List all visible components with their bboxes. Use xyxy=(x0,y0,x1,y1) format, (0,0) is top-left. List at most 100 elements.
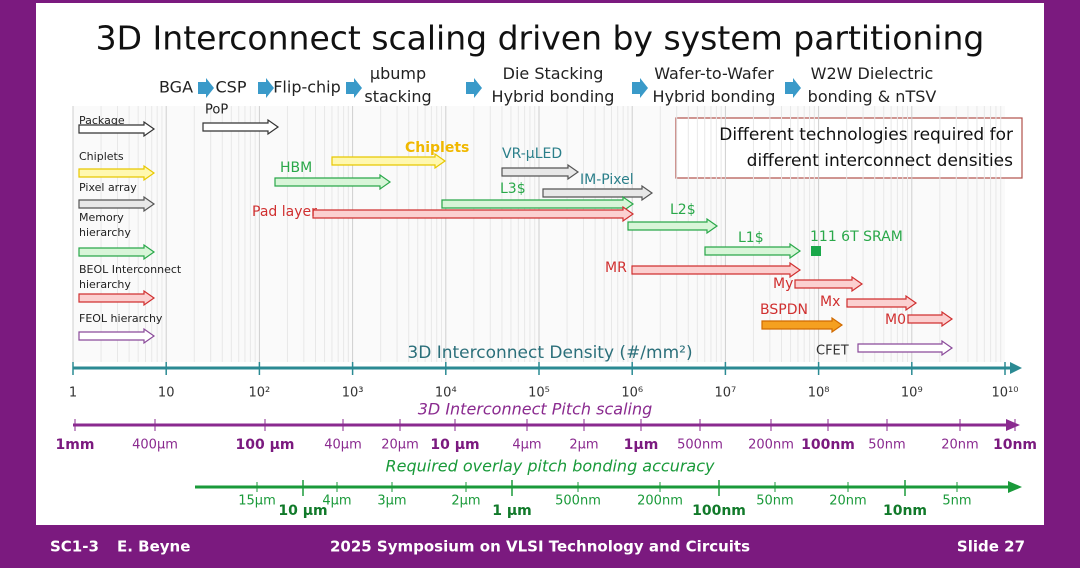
pitch-tick-label: 20µm xyxy=(381,438,418,453)
legend-arrow xyxy=(78,164,156,182)
footer-author: E. Beyne xyxy=(117,538,190,556)
pitch-tick-label: 20nm xyxy=(941,438,978,453)
range-arrow xyxy=(704,242,802,260)
arrow-label: VR-µLED xyxy=(502,146,562,162)
range-arrow xyxy=(202,118,280,136)
legend-arrow xyxy=(78,289,156,307)
arrow-label: Chiplets xyxy=(405,140,469,156)
legend-label: Chiplets xyxy=(79,150,124,163)
pitch-tick-label: 200nm xyxy=(748,438,794,453)
range-arrow xyxy=(274,173,392,191)
range-arrow xyxy=(331,152,447,170)
overlay-tick-label: 2µm xyxy=(451,494,480,509)
process-arrow xyxy=(632,78,648,98)
pitch-tick-label: 1mm xyxy=(56,437,95,453)
pitch-tick-label: 400µm xyxy=(132,438,178,453)
range-arrow xyxy=(312,205,635,223)
density-tick-label: 1 xyxy=(69,386,77,401)
process-step: Wafer-to-Wafer Hybrid bonding xyxy=(653,64,776,106)
density-axis-title: 3D Interconnect Density (#/mm²) xyxy=(407,343,692,363)
grid xyxy=(72,106,1002,362)
slide-title: 3D Interconnect scaling driven by system… xyxy=(96,19,985,58)
arrow-label: L3$ xyxy=(500,181,526,197)
overlay-tick-label: 5nm xyxy=(942,494,971,509)
range-arrow xyxy=(627,217,719,235)
overlay-tick-label: 10 µm xyxy=(278,503,327,519)
process-step: W2W Dielectric bonding & nTSV xyxy=(808,64,937,106)
legend-arrow xyxy=(78,195,156,213)
range-arrow xyxy=(857,339,954,357)
footer-session: SC1-3 xyxy=(50,538,99,556)
density-tick-label: 10⁷ xyxy=(715,386,737,401)
arrow-label: M0 xyxy=(885,312,906,328)
pitch-tick-label: 4µm xyxy=(512,438,541,453)
overlay-tick-label: 200nm xyxy=(637,494,683,509)
range-arrow xyxy=(907,310,954,328)
legend-label: Pixel array xyxy=(79,181,137,194)
arrow-label: Pad layer xyxy=(252,204,317,220)
overlay-tick-label: 20nm xyxy=(829,494,866,509)
legend-arrow xyxy=(78,120,156,138)
process-step: Die Stacking Hybrid bonding xyxy=(492,64,615,106)
footer-event: 2025 Symposium on VLSI Technology and Ci… xyxy=(330,538,750,556)
pitch-tick-label: 10nm xyxy=(993,437,1037,453)
range-arrow xyxy=(501,163,580,181)
legend-label: BEOL Interconnect hierarchy xyxy=(79,263,182,291)
overlay-tick-label: 4µm xyxy=(322,494,351,509)
pitch-tick-label: 100nm xyxy=(801,437,855,453)
pitch-tick-label: 40µm xyxy=(324,438,361,453)
density-tick-label: 10⁶ xyxy=(621,386,643,401)
pitch-tick-label: 50nm xyxy=(868,438,905,453)
process-arrow xyxy=(785,78,801,98)
arrow-label: L1$ xyxy=(738,230,764,246)
range-arrow xyxy=(761,316,844,334)
density-tick-label: 10¹⁰ xyxy=(992,386,1019,401)
density-tick-label: 10 xyxy=(158,386,175,401)
arrow-label: MR xyxy=(605,260,627,276)
pitch-tick-label: 500nm xyxy=(677,438,723,453)
arrow-label: My xyxy=(773,276,793,292)
range-arrow xyxy=(846,294,918,312)
arrow-label: HBM xyxy=(280,160,312,176)
legend-arrow xyxy=(78,327,156,345)
legend-label: FEOL hierarchy xyxy=(79,312,163,325)
range-arrow xyxy=(631,261,802,279)
pitch-tick-label: 100 µm xyxy=(236,437,295,453)
arrow-label: BSPDN xyxy=(760,302,808,318)
sram-marker xyxy=(811,246,821,256)
axis-arrowhead xyxy=(1006,419,1020,431)
arrow-label: IM-Pixel xyxy=(580,172,634,188)
process-step: Flip-chip xyxy=(273,78,341,97)
pitch-tick-label: 2µm xyxy=(569,438,598,453)
density-tick-label: 10² xyxy=(249,386,271,401)
density-tick-label: 10⁵ xyxy=(528,386,550,401)
range-arrow xyxy=(441,195,635,213)
arrow-label: 111 6T SRAM xyxy=(810,229,903,245)
pitch-tick-label: 10 µm xyxy=(430,437,479,453)
overlay-tick-label: 100nm xyxy=(692,503,746,519)
overlay-tick-label: 3µm xyxy=(377,494,406,509)
note-line: different interconnect densities xyxy=(747,151,1013,171)
note-box xyxy=(675,117,1023,179)
process-arrow xyxy=(466,78,482,98)
range-arrow xyxy=(542,184,654,202)
arrow-label: CFET xyxy=(816,344,849,359)
pitch-tick-label: 1µm xyxy=(624,437,659,453)
overlay-tick-label: 10nm xyxy=(883,503,927,519)
pitch-axis-title: 3D Interconnect Pitch scaling xyxy=(418,400,653,419)
footer-slide: Slide 27 xyxy=(957,538,1025,556)
density-tick-label: 10⁸ xyxy=(808,386,830,401)
axis-arrowhead xyxy=(1010,362,1022,374)
note-line: Different technologies required for xyxy=(719,125,1013,145)
overlay-tick-label: 50nm xyxy=(756,494,793,509)
legend-arrow xyxy=(78,243,156,261)
process-arrow xyxy=(198,78,214,98)
range-arrow xyxy=(794,275,864,293)
overlay-tick-label: 1 µm xyxy=(492,503,532,519)
legend-label: Package xyxy=(79,114,125,127)
axis-arrowhead xyxy=(1008,481,1022,493)
density-tick-label: 10³ xyxy=(342,386,364,401)
overlay-axis-title: Required overlay pitch bonding accuracy xyxy=(385,457,715,476)
density-tick-label: 10⁹ xyxy=(901,386,923,401)
